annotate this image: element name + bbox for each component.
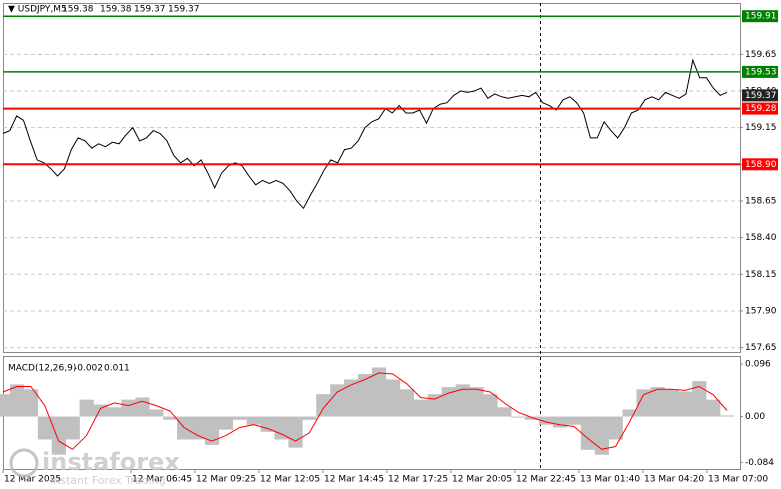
macd-bar bbox=[692, 381, 707, 417]
macd-bar bbox=[302, 416, 317, 420]
x-tick-label: 12 Mar 2025 bbox=[4, 475, 61, 485]
macd-bar bbox=[232, 416, 247, 420]
macd-bar bbox=[330, 384, 345, 417]
ohlc-value: 159.37 bbox=[134, 5, 166, 15]
macd-bar bbox=[469, 387, 484, 417]
macd-bar bbox=[246, 416, 261, 425]
macd-bar bbox=[316, 394, 331, 417]
macd-bar bbox=[455, 384, 470, 417]
x-tick-label: 12 Mar 22:45 bbox=[516, 475, 576, 485]
macd-bar bbox=[65, 416, 80, 440]
macd-bar bbox=[93, 404, 108, 417]
x-tick-label: 12 Mar 09:25 bbox=[196, 475, 256, 485]
level-label: 159.91 bbox=[745, 12, 777, 22]
y-tick-label: 0.00 bbox=[745, 412, 765, 422]
x-tick-label: 12 Mar 20:05 bbox=[452, 475, 512, 485]
macd-bar bbox=[427, 394, 442, 417]
y-tick-label: -0.084 bbox=[745, 458, 774, 468]
level-label-box bbox=[742, 158, 778, 171]
watermark-logo bbox=[9, 448, 39, 478]
macd-bar bbox=[218, 416, 234, 430]
y-tick-label: 159.65 bbox=[745, 50, 777, 60]
macd-readout: 0.011 bbox=[104, 364, 130, 374]
x-tick-label: 12 Mar 17:25 bbox=[388, 475, 448, 485]
level-label-box bbox=[742, 65, 778, 78]
macd-bar bbox=[9, 384, 25, 417]
macd-bar bbox=[539, 416, 554, 425]
x-tick-label: 13 Mar 07:00 bbox=[708, 475, 768, 485]
x-tick-label: 13 Mar 04:20 bbox=[644, 475, 704, 485]
macd-bar bbox=[664, 389, 679, 417]
macd-bar bbox=[288, 416, 303, 448]
macd-readout: -0.002 bbox=[74, 364, 103, 374]
macd-bar bbox=[483, 394, 498, 417]
macd-bar bbox=[566, 416, 582, 425]
macd-bar bbox=[0, 394, 11, 417]
macd-bar bbox=[525, 416, 540, 420]
macd-bar bbox=[260, 416, 275, 432]
macd-bar bbox=[678, 391, 693, 417]
watermark: instaforex Instant Forex Trading bbox=[9, 448, 180, 487]
level-label: 159.28 bbox=[745, 104, 777, 114]
macd-bar bbox=[23, 389, 39, 417]
x-tick-label: 12 Mar 12:05 bbox=[260, 475, 320, 485]
y-tick-label: 157.65 bbox=[745, 343, 777, 353]
macd-bar bbox=[497, 407, 512, 417]
level-label: 158.90 bbox=[745, 160, 777, 170]
x-tick-label: 13 Mar 01:40 bbox=[580, 475, 640, 485]
current-price-box bbox=[742, 89, 778, 102]
macd-bar bbox=[135, 397, 150, 417]
macd-bar bbox=[358, 374, 373, 417]
macd-bar bbox=[79, 399, 94, 417]
macd-bar bbox=[371, 367, 387, 417]
macd-bar bbox=[413, 399, 428, 417]
macd-title: MACD(12,26,9) bbox=[8, 364, 76, 374]
macd-bar bbox=[385, 379, 401, 417]
level-label-box bbox=[742, 10, 778, 23]
macd-bar bbox=[650, 387, 665, 417]
x-tick-label: 12 Mar 06:45 bbox=[132, 475, 192, 485]
macd-bar bbox=[37, 416, 53, 440]
macd-bar bbox=[720, 415, 735, 417]
ohlc-value: 159.38 bbox=[100, 5, 132, 15]
macd-bar bbox=[706, 399, 721, 417]
price-line bbox=[2, 58, 728, 210]
macd-bar bbox=[511, 416, 526, 418]
y-tick-label: 158.15 bbox=[745, 270, 777, 280]
macd-bar bbox=[149, 409, 164, 417]
current-price-label: 159.37 bbox=[745, 91, 777, 101]
macd-bar bbox=[552, 416, 568, 428]
level-label: 159.53 bbox=[745, 67, 777, 77]
macd-bar bbox=[107, 407, 122, 417]
watermark-brand: instaforex bbox=[42, 448, 180, 476]
watermark-tagline: Instant Forex Trading bbox=[50, 474, 166, 487]
y-tick-label: 159.15 bbox=[745, 123, 777, 133]
macd-bar bbox=[204, 416, 220, 445]
main-panel bbox=[3, 3, 741, 353]
macd-bar bbox=[163, 416, 178, 420]
macd-bar bbox=[121, 399, 136, 417]
macd-bar bbox=[344, 379, 359, 417]
macd-bar bbox=[608, 416, 623, 440]
macd-bar bbox=[274, 416, 289, 440]
macd-bar bbox=[622, 409, 637, 417]
y-tick-label: 158.40 bbox=[745, 233, 777, 243]
ohlc-value: 159.38 bbox=[62, 5, 94, 15]
ohlc-value: 159.37 bbox=[168, 5, 200, 15]
macd-bar bbox=[580, 416, 596, 450]
symbol-title: ▼ USDJPY,M5 bbox=[8, 5, 67, 15]
level-label-box bbox=[742, 102, 778, 115]
y-tick-label: 0.096 bbox=[745, 360, 771, 370]
y-tick-label: 157.90 bbox=[745, 306, 777, 316]
macd-bar bbox=[636, 389, 651, 417]
macd-bar bbox=[51, 416, 66, 455]
macd-bar bbox=[399, 389, 415, 417]
y-tick-label: 158.65 bbox=[745, 196, 777, 206]
macd-bar bbox=[594, 416, 609, 455]
x-tick-label: 12 Mar 14:45 bbox=[324, 475, 384, 485]
signal-line bbox=[2, 372, 728, 450]
